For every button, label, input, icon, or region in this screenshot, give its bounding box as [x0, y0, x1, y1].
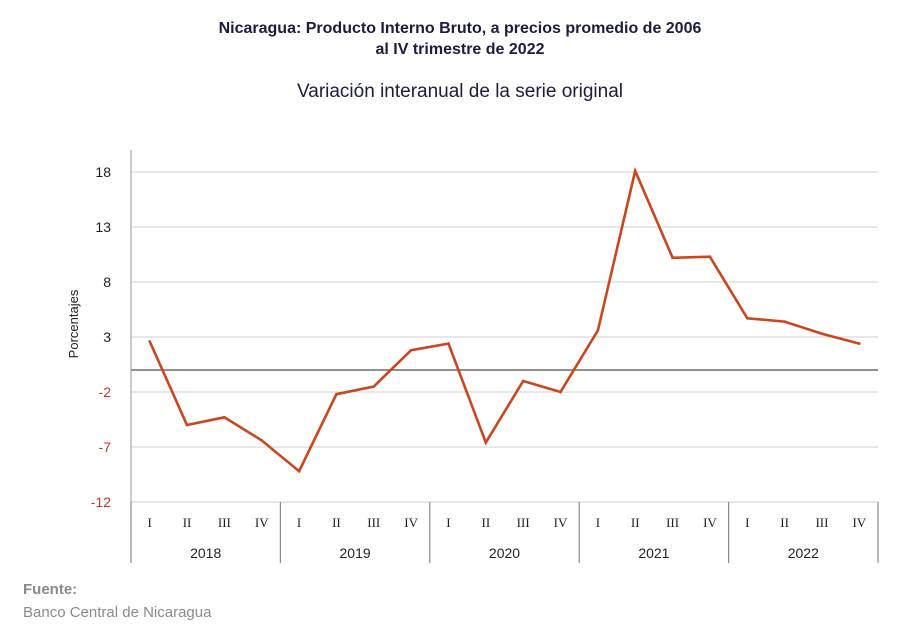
- series-line: [148, 166, 861, 474]
- data-point: [484, 441, 488, 444]
- data-point: [447, 342, 450, 345]
- y-tick-labels: 18 13 8 3 -2 -7 -12: [91, 164, 111, 510]
- chart-title-line-1: Nicaragua: Producto Interno Bruto, a pre…: [218, 20, 702, 37]
- x-quarter-label: I: [446, 515, 450, 530]
- data-point: [260, 439, 264, 442]
- x-quarter-label: III: [666, 515, 679, 530]
- y-tick-label: 18: [95, 164, 111, 180]
- data-point: [521, 379, 525, 383]
- y-tick-label: -2: [99, 384, 112, 400]
- x-quarter-label: II: [780, 515, 789, 530]
- x-year-label: 2019: [340, 545, 371, 561]
- data-point: [820, 332, 824, 336]
- source-text: Banco Central de Nicaragua: [23, 604, 212, 621]
- y-tick-label: -7: [99, 439, 112, 455]
- x-year-label: 2018: [190, 545, 221, 561]
- data-point: [745, 317, 749, 320]
- data-point: [372, 385, 376, 388]
- data-point: [223, 416, 226, 419]
- data-point: [148, 340, 151, 343]
- x-quarter-label: IV: [703, 515, 717, 530]
- data-point: [335, 392, 338, 396]
- x-quarter-label: IV: [255, 515, 269, 530]
- x-quarter-label: II: [631, 515, 640, 530]
- x-quarter-label: III: [517, 515, 530, 530]
- source-label: Fuente:: [23, 581, 78, 598]
- data-point: [633, 169, 637, 173]
- x-quarter-label: II: [332, 515, 341, 530]
- axes: [130, 150, 879, 563]
- data-point: [858, 342, 861, 345]
- x-year-label: 2021: [638, 545, 669, 561]
- grid-lines: [131, 171, 878, 503]
- y-tick-label: 13: [95, 219, 111, 235]
- y-tick-label: 8: [103, 274, 111, 290]
- data-point: [783, 320, 786, 323]
- x-quarter-label: II: [481, 515, 490, 530]
- chart-title-line-2: al IV trimestre de 2022: [375, 41, 545, 58]
- x-quarter-label: I: [148, 515, 152, 530]
- x-quarter-label: I: [745, 515, 749, 530]
- x-quarter-label: IV: [554, 515, 568, 530]
- x-quarter-label: IV: [852, 515, 866, 530]
- x-year-label: 2020: [489, 545, 520, 561]
- series-line-path: [148, 166, 860, 474]
- y-axis-label: Porcentajes: [66, 289, 81, 358]
- x-quarter-label: I: [596, 515, 600, 530]
- x-year-label: 2022: [788, 545, 819, 561]
- x-quarter-label: III: [367, 515, 380, 530]
- x-quarter-label: III: [218, 515, 231, 530]
- x-quarter-label: I: [297, 515, 301, 530]
- x-quarter-label: III: [815, 515, 828, 530]
- data-point: [559, 390, 562, 394]
- data-point: [185, 423, 189, 427]
- y-tick-label: 3: [103, 329, 111, 345]
- chart-subtitle: Variación interanual de la serie origina…: [296, 81, 623, 102]
- chart-title: Nicaragua: Producto Interno Bruto, a pre…: [0, 18, 921, 60]
- y-tick-label: -12: [91, 494, 111, 510]
- data-point: [297, 469, 301, 473]
- data-point: [596, 329, 600, 332]
- data-point: [671, 256, 674, 260]
- data-point: [409, 348, 413, 352]
- x-quarter-label: IV: [404, 515, 418, 530]
- data-point: [708, 255, 712, 258]
- x-quarter-label: II: [183, 515, 192, 530]
